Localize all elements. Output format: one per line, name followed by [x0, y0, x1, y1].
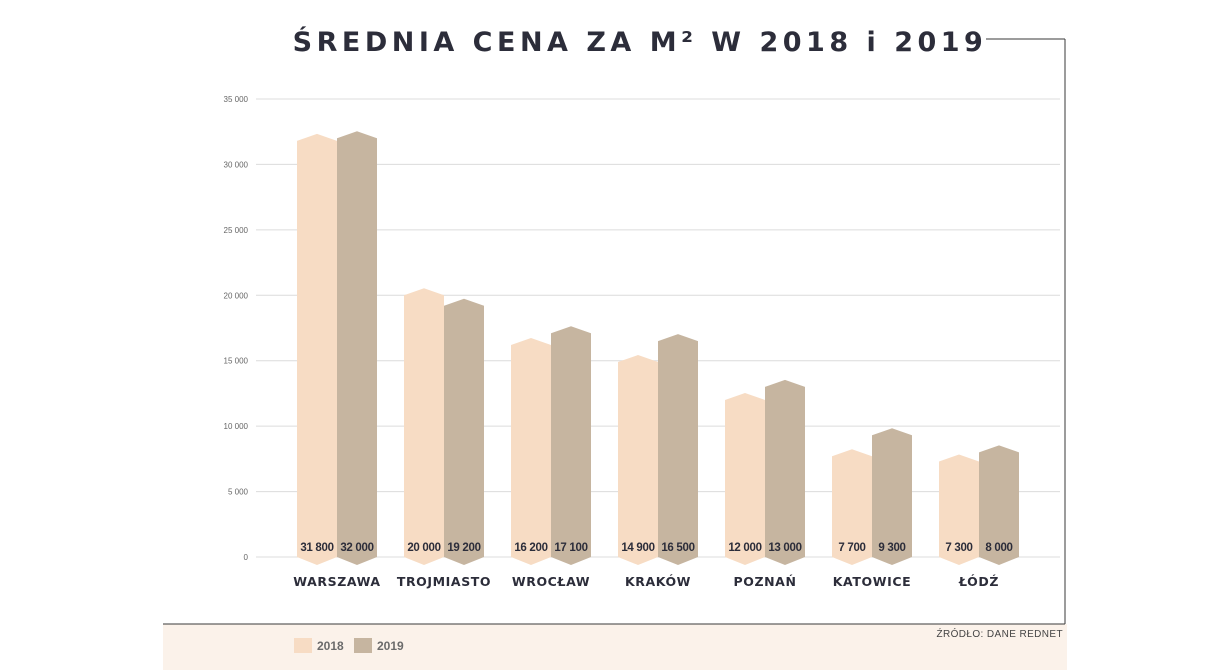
y-tick-label: 35 000: [224, 95, 249, 104]
bar-2019: [979, 445, 1019, 565]
y-tick-label: 0: [244, 553, 249, 562]
value-label: 14 900: [621, 542, 654, 554]
category-label: KRAKÓW: [625, 574, 691, 589]
value-label: 16 500: [661, 542, 694, 554]
legend: 2018 2019: [294, 638, 404, 653]
value-label: 9 300: [878, 542, 905, 554]
value-label: 17 100: [554, 542, 587, 554]
bar-2018: [618, 355, 658, 565]
bar-2018: [297, 133, 337, 566]
footer-band: [163, 624, 1067, 670]
y-tick-label: 25 000: [224, 226, 249, 235]
bar-2018: [725, 392, 765, 565]
bar-2019: [444, 298, 484, 565]
category-label: WROCŁAW: [512, 574, 590, 589]
value-label: 7 300: [945, 542, 972, 554]
legend-swatch-2018: [294, 638, 312, 653]
bar-2019: [658, 334, 698, 565]
value-label: 20 000: [407, 542, 440, 554]
bar-2019: [765, 379, 805, 565]
category-label: ŁÓDŹ: [958, 574, 999, 589]
category-labels-layer: WARSZAWA TROJMIASTO WROCŁAW KRAKÓW POZNAŃ KAT…: [293, 574, 999, 589]
value-label: 31 800: [300, 542, 333, 554]
category-label: KATOWICE: [833, 574, 912, 589]
value-label: 16 200: [514, 542, 547, 554]
legend-swatch-2019: [354, 638, 372, 653]
bar-2018: [511, 338, 551, 565]
bar-2018: [832, 449, 872, 565]
y-tick-label: 10 000: [224, 422, 249, 431]
bar-2018: [939, 454, 979, 565]
value-labels-layer: 31 800 32 000 20 000 19 200 16 200 17 100 14 9…: [300, 542, 1013, 554]
category-label: WARSZAWA: [293, 574, 380, 589]
y-tick-label: 20 000: [224, 291, 249, 300]
value-label: 8 000: [985, 542, 1012, 554]
category-label: TROJMIASTO: [397, 574, 491, 589]
bar-2019: [337, 131, 377, 565]
y-tick-label: 30 000: [224, 160, 249, 169]
legend-label-2018: 2018: [317, 639, 344, 653]
chart-title: ŚREDNIA CENA ZA M² W 2018 i 2019: [293, 26, 988, 58]
legend-label-2019: 2019: [377, 639, 404, 653]
bars-layer: [297, 131, 1019, 566]
category-label: POZNAŃ: [733, 574, 796, 589]
source-note: ŹRÓDŁO: DANE REDNET: [936, 627, 1063, 640]
value-label: 32 000: [340, 542, 373, 554]
value-label: 7 700: [838, 542, 865, 554]
y-tick-label: 15 000: [224, 357, 249, 366]
value-label: 19 200: [447, 542, 480, 554]
y-tick-label: 5 000: [228, 488, 249, 497]
bar-2019: [551, 326, 591, 565]
bar-2018: [404, 288, 444, 565]
value-label: 13 000: [768, 542, 801, 554]
value-label: 12 000: [728, 542, 761, 554]
bar-2019: [872, 428, 912, 565]
y-axis-ticks: 0 5 000 10 000 15 000 20 000 25 000 30 000 35 0…: [224, 95, 249, 562]
